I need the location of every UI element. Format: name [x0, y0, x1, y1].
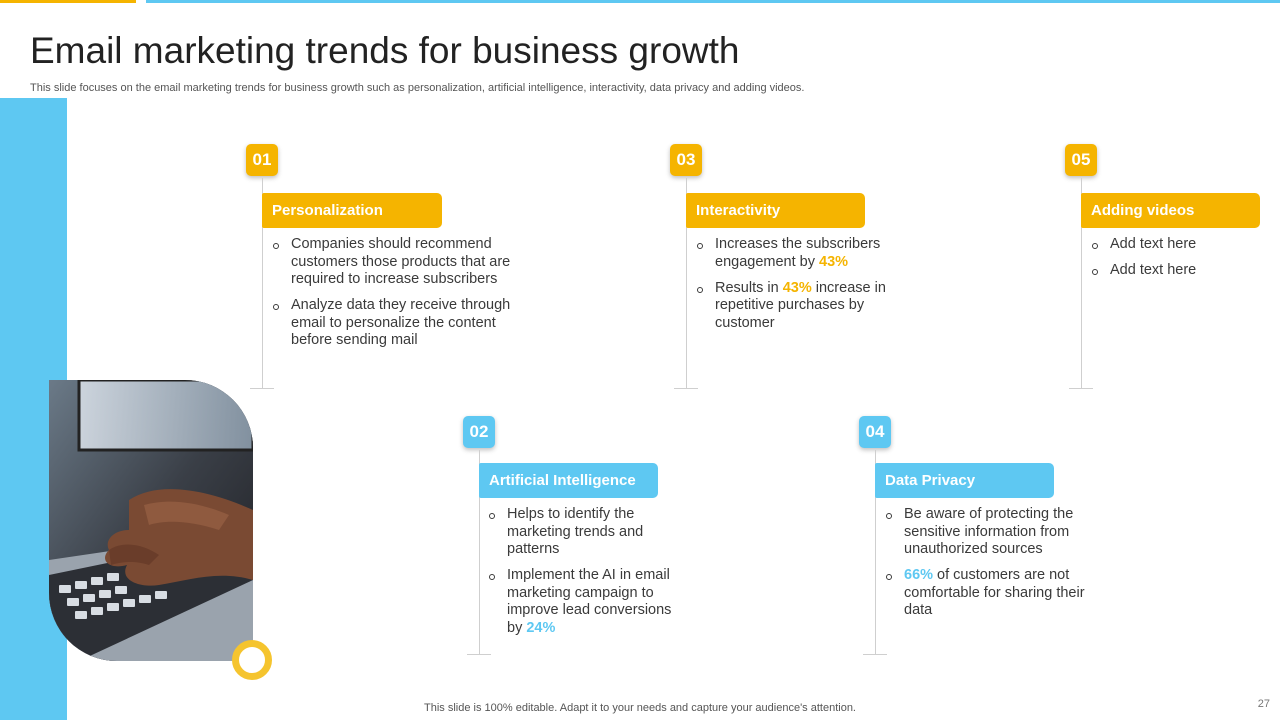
trend-bullets-adding-videos: Add text here Add text here	[1090, 236, 1265, 288]
bullet-text: Analyze data they receive through email …	[291, 297, 511, 348]
bullet-text: Be aware of protecting the sensitive inf…	[904, 506, 1074, 557]
bullet-item: Implement the AI in email marketing camp…	[487, 567, 687, 637]
highlight-stat: 43%	[782, 279, 812, 296]
highlight-stat: 66%	[904, 567, 934, 583]
highlight-stat: 43%	[819, 253, 849, 270]
bullet-item: Analyze data they receive through email …	[271, 297, 511, 350]
trend-bullets-interactivity: Increases the subscribers engagement by …	[695, 236, 910, 341]
trend-number-badge-03: 03	[670, 144, 702, 176]
top-accent-bar-yellow	[0, 0, 136, 3]
trend-bullets-personalization: Companies should recommend customers tho…	[271, 236, 511, 358]
connector-foot-03	[674, 388, 698, 389]
bullet-text: Add text here	[1110, 236, 1197, 252]
connector-line-03	[686, 178, 687, 388]
laptop-typing-photo	[49, 380, 253, 661]
slide-subtitle: This slide focuses on the email marketin…	[30, 82, 805, 94]
bullet-item: Add text here	[1090, 262, 1265, 280]
trend-number-badge-05: 05	[1065, 144, 1097, 176]
highlight-stat: 24%	[526, 619, 556, 636]
top-accent-bar-blue	[146, 0, 1280, 3]
connector-line-04	[875, 450, 876, 654]
bullet-text: Helps to identify the marketing trends a…	[507, 506, 644, 557]
bullet-item: 66% of customers are not comfortable for…	[884, 567, 1089, 620]
trend-bullets-data-privacy: Be aware of protecting the sensitive inf…	[884, 506, 1089, 628]
bullet-item: Companies should recommend customers tho…	[271, 236, 511, 289]
page-number: 27	[1257, 698, 1270, 710]
bullet-text: Add text here	[1110, 262, 1197, 278]
trend-bullets-artificial-intelligence: Helps to identify the marketing trends a…	[487, 506, 687, 646]
bullet-item: Be aware of protecting the sensitive inf…	[884, 506, 1089, 559]
connector-foot-02	[467, 654, 491, 655]
slide-footer-note: This slide is 100% editable. Adapt it to…	[424, 702, 856, 714]
trend-number-badge-01: 01	[246, 144, 278, 176]
trend-header-interactivity: Interactivity	[686, 193, 865, 228]
trend-header-artificial-intelligence: Artificial Intelligence	[479, 463, 658, 498]
bullet-item: Add text here	[1090, 236, 1265, 254]
connector-foot-01	[250, 388, 274, 389]
connector-line-01	[262, 178, 263, 388]
connector-foot-04	[863, 654, 887, 655]
connector-foot-05	[1069, 388, 1093, 389]
slide-title: Email marketing trends for business grow…	[30, 30, 740, 71]
trend-header-personalization: Personalization	[262, 193, 442, 228]
bullet-item: Increases the subscribers engagement by …	[695, 236, 910, 271]
bullet-text: Companies should recommend customers tho…	[291, 236, 511, 287]
decorative-ring	[232, 640, 272, 680]
connector-line-05	[1081, 178, 1082, 388]
bullet-item: Results in 43% increase in repetitive pu…	[695, 280, 910, 333]
trend-number-badge-02: 02	[463, 416, 495, 448]
laptop-typing-illustration	[49, 380, 253, 661]
trend-header-data-privacy: Data Privacy	[875, 463, 1054, 498]
trend-header-adding-videos: Adding videos	[1081, 193, 1260, 228]
bullet-item: Helps to identify the marketing trends a…	[487, 506, 687, 559]
trend-number-badge-04: 04	[859, 416, 891, 448]
connector-line-02	[479, 450, 480, 654]
